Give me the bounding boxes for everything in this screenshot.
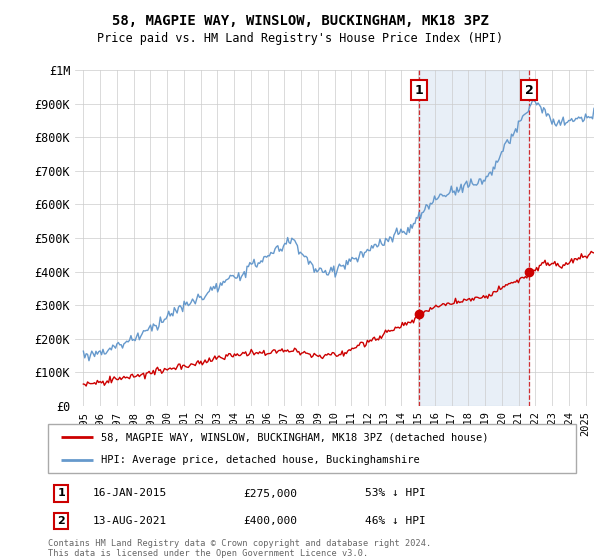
Text: £275,000: £275,000: [244, 488, 298, 498]
Bar: [419, 70, 529, 406]
FancyBboxPatch shape: [48, 424, 576, 473]
Text: HPI: Average price, detached house, Buckinghamshire: HPI: Average price, detached house, Buck…: [101, 455, 419, 465]
Text: 58, MAGPIE WAY, WINSLOW, BUCKINGHAM, MK18 3PZ (detached house): 58, MAGPIE WAY, WINSLOW, BUCKINGHAM, MK1…: [101, 432, 488, 442]
Text: 53% ↓ HPI: 53% ↓ HPI: [365, 488, 425, 498]
Text: 58, MAGPIE WAY, WINSLOW, BUCKINGHAM, MK18 3PZ: 58, MAGPIE WAY, WINSLOW, BUCKINGHAM, MK1…: [112, 14, 488, 28]
Text: 46% ↓ HPI: 46% ↓ HPI: [365, 516, 425, 526]
Text: 13-AUG-2021: 13-AUG-2021: [93, 516, 167, 526]
Text: £400,000: £400,000: [244, 516, 298, 526]
Text: 1: 1: [415, 83, 423, 97]
Text: 2: 2: [524, 83, 533, 97]
Text: Price paid vs. HM Land Registry's House Price Index (HPI): Price paid vs. HM Land Registry's House …: [97, 32, 503, 45]
Text: 16-JAN-2015: 16-JAN-2015: [93, 488, 167, 498]
Text: 2: 2: [58, 516, 65, 526]
Text: Contains HM Land Registry data © Crown copyright and database right 2024.
This d: Contains HM Land Registry data © Crown c…: [48, 539, 431, 558]
Text: 1: 1: [58, 488, 65, 498]
